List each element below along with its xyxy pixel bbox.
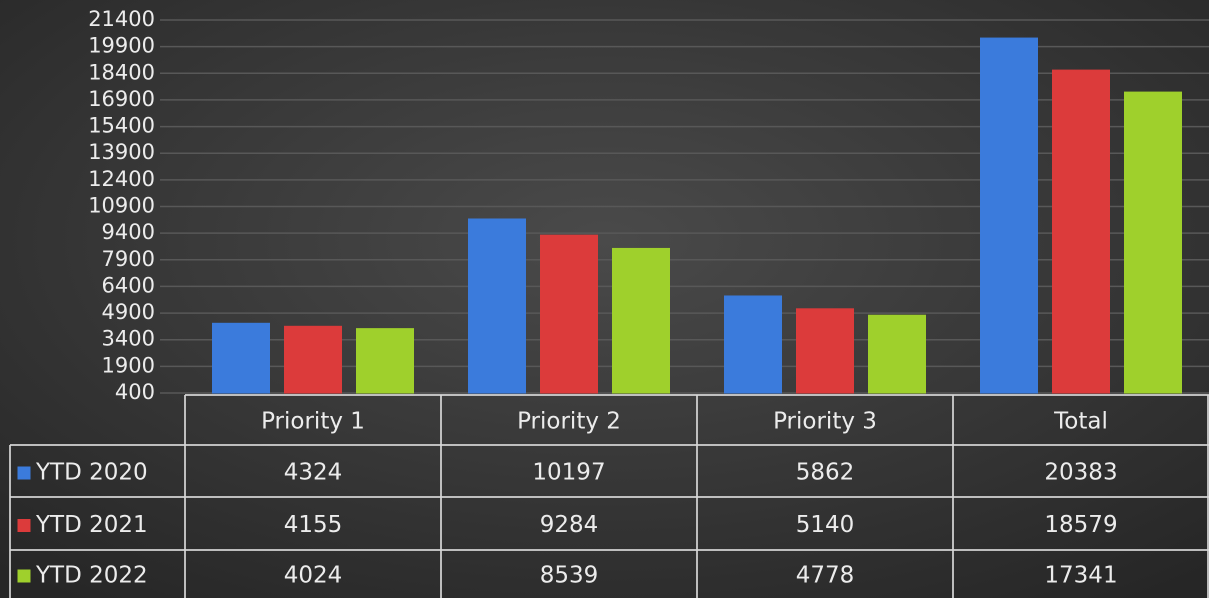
y-tick-label: 15400 xyxy=(88,114,155,138)
y-tick-label: 6400 xyxy=(102,273,155,297)
legend-label: YTD 2022 xyxy=(35,563,148,589)
legend-swatch xyxy=(17,569,31,583)
y-tick-label: 19900 xyxy=(88,34,155,58)
y-tick-label: 16900 xyxy=(88,87,155,111)
bar xyxy=(1124,91,1182,394)
x-tick-label: Priority 2 xyxy=(517,409,621,435)
bar xyxy=(284,325,342,394)
bar xyxy=(212,322,270,394)
x-tick-label: Priority 1 xyxy=(261,409,365,435)
legend-label: YTD 2020 xyxy=(35,460,148,486)
bar xyxy=(540,234,598,394)
table-value: 4024 xyxy=(284,563,343,589)
y-tick-label: 12400 xyxy=(88,167,155,191)
y-tick-label: 1900 xyxy=(102,353,155,377)
y-tick-label: 7900 xyxy=(102,247,155,271)
table-value: 5862 xyxy=(796,460,855,486)
legend-swatch xyxy=(17,519,31,532)
table-value: 10197 xyxy=(532,460,605,486)
table-value: 4324 xyxy=(284,460,343,486)
y-tick-label: 21400 xyxy=(88,7,155,31)
bar xyxy=(796,308,854,394)
table-value: 4155 xyxy=(284,512,343,538)
table-value: 18579 xyxy=(1044,512,1117,538)
table-value: 9284 xyxy=(540,512,599,538)
table-value: 5140 xyxy=(796,512,855,538)
x-tick-label: Priority 3 xyxy=(773,409,877,435)
y-tick-label: 4900 xyxy=(102,300,155,324)
bar xyxy=(724,295,782,394)
y-tick-label: 9400 xyxy=(102,220,155,244)
bar xyxy=(980,37,1038,394)
table-value: 4778 xyxy=(796,563,855,589)
bar xyxy=(356,328,414,394)
x-tick-label: Total xyxy=(1053,409,1108,435)
y-tick-label: 10900 xyxy=(88,194,155,218)
y-tick-label: 400 xyxy=(115,380,155,404)
bar xyxy=(868,314,926,394)
table-value: 20383 xyxy=(1044,460,1117,486)
bar xyxy=(468,218,526,394)
legend-swatch xyxy=(17,466,31,480)
y-tick-label: 18400 xyxy=(88,60,155,84)
table-value: 17341 xyxy=(1044,563,1117,589)
y-tick-label: 13900 xyxy=(88,140,155,164)
bar xyxy=(612,247,670,394)
bar xyxy=(1052,69,1110,394)
y-tick-label: 3400 xyxy=(102,327,155,351)
legend-label: YTD 2021 xyxy=(35,512,148,538)
table-value: 8539 xyxy=(540,563,599,589)
